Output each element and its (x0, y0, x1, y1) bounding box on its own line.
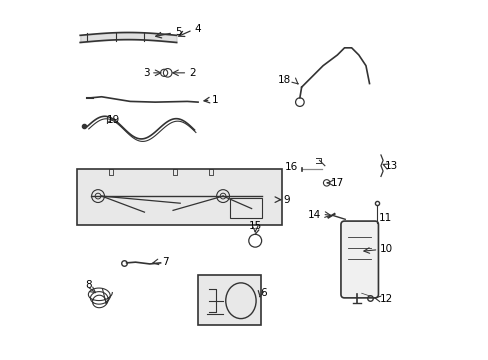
Text: 17: 17 (330, 178, 344, 188)
Text: 19: 19 (107, 115, 120, 125)
FancyBboxPatch shape (198, 275, 260, 325)
Text: 5: 5 (175, 27, 181, 37)
Text: 2: 2 (189, 68, 195, 78)
Text: 13: 13 (384, 161, 397, 171)
Text: 3: 3 (143, 68, 149, 78)
Text: 11: 11 (378, 212, 391, 222)
Text: 7: 7 (162, 257, 168, 267)
Text: 16: 16 (284, 162, 298, 172)
Text: 1: 1 (211, 95, 218, 105)
FancyBboxPatch shape (77, 169, 282, 225)
Text: 12: 12 (379, 294, 392, 303)
Text: 15: 15 (248, 221, 261, 231)
Text: 8: 8 (85, 280, 92, 291)
Text: 18: 18 (277, 75, 290, 85)
Text: 4: 4 (194, 24, 201, 34)
Text: 10: 10 (379, 244, 392, 254)
Text: 6: 6 (259, 288, 266, 298)
FancyBboxPatch shape (340, 221, 378, 298)
Text: 9: 9 (283, 195, 290, 204)
Text: 14: 14 (307, 210, 321, 220)
Bar (230, 198, 262, 217)
